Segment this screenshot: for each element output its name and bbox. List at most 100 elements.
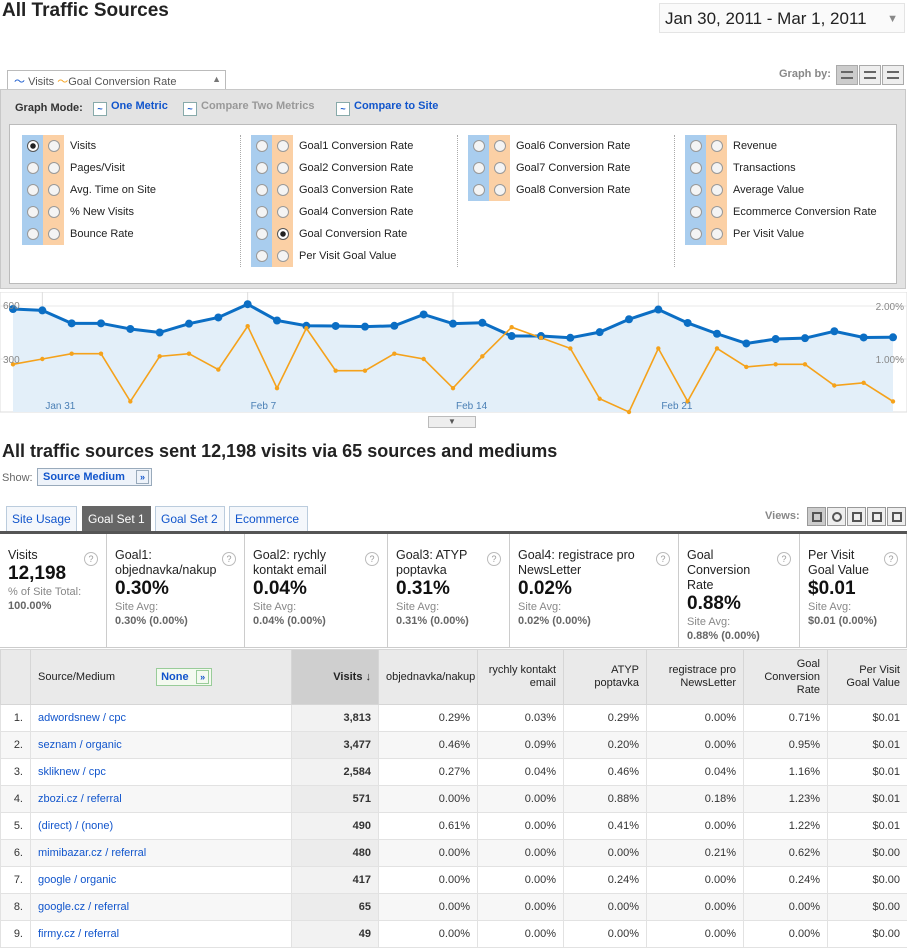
metric2-radio[interactable] bbox=[272, 135, 293, 157]
secondary-dimension-select[interactable]: None» bbox=[156, 668, 213, 686]
metric2-radio[interactable] bbox=[272, 223, 293, 245]
metric-option[interactable]: Goal2 Conversion Rate bbox=[251, 157, 413, 179]
goal-conversion-point[interactable] bbox=[626, 409, 632, 415]
metric1-radio[interactable] bbox=[22, 201, 43, 223]
visits-point[interactable] bbox=[331, 321, 340, 330]
visits-point[interactable] bbox=[683, 318, 692, 327]
metric2-radio[interactable] bbox=[272, 245, 293, 267]
metric-option[interactable]: Goal6 Conversion Rate bbox=[468, 135, 630, 157]
goal-conversion-point[interactable] bbox=[656, 346, 661, 351]
per-visit-goal-value-header[interactable]: Per Visit Goal Value bbox=[827, 649, 907, 705]
metric1-radio[interactable] bbox=[468, 157, 489, 179]
goal4-header[interactable]: registrace pro NewsLetter bbox=[646, 649, 744, 705]
graph-by-day-button[interactable] bbox=[836, 65, 858, 85]
metric-option[interactable]: Ecommerce Conversion Rate bbox=[685, 201, 877, 223]
goal-conversion-point[interactable] bbox=[333, 368, 338, 373]
visits-point[interactable] bbox=[801, 334, 809, 343]
goal-conversion-point[interactable] bbox=[832, 383, 837, 388]
visits-point[interactable] bbox=[390, 321, 399, 330]
source-medium-link[interactable]: skliknew / cpc bbox=[30, 758, 292, 786]
visits-point[interactable] bbox=[185, 319, 193, 328]
goal-conversion-point[interactable] bbox=[157, 354, 162, 359]
metric1-radio[interactable] bbox=[251, 157, 272, 179]
source-medium-link[interactable]: seznam / organic bbox=[30, 731, 292, 759]
visits-point[interactable] bbox=[566, 333, 575, 342]
source-medium-link[interactable]: (direct) / (none) bbox=[30, 812, 292, 840]
goal-conversion-rate-header[interactable]: Goal Conversion Rate bbox=[743, 649, 828, 705]
visits-point[interactable] bbox=[126, 324, 135, 333]
goal-conversion-point[interactable] bbox=[480, 354, 485, 359]
goal-conversion-point[interactable] bbox=[245, 323, 250, 329]
metric1-radio[interactable] bbox=[685, 157, 706, 179]
collapse-chart-button[interactable]: ▼ bbox=[428, 416, 476, 428]
metric-option[interactable]: Per Visit Goal Value bbox=[251, 245, 413, 267]
metric2-radio[interactable] bbox=[489, 157, 510, 179]
view-comparison-button[interactable] bbox=[867, 507, 886, 526]
visits-point[interactable] bbox=[595, 328, 604, 337]
metric1-radio[interactable] bbox=[251, 201, 272, 223]
goal-conversion-point[interactable] bbox=[568, 346, 573, 351]
metric2-radio[interactable] bbox=[43, 223, 64, 245]
tab-ecommerce[interactable]: Ecommerce bbox=[229, 506, 308, 531]
metric-option[interactable]: Goal4 Conversion Rate bbox=[251, 201, 413, 223]
metric2-radio[interactable] bbox=[272, 201, 293, 223]
visits-point[interactable] bbox=[478, 318, 487, 327]
source-medium-link[interactable]: firmy.cz / referral bbox=[30, 920, 292, 948]
metric2-radio[interactable] bbox=[43, 157, 64, 179]
date-range-picker[interactable]: Jan 30, 2011 - Mar 1, 2011 ▼ bbox=[659, 3, 905, 33]
source-medium-link[interactable]: adwordsnew / cpc bbox=[30, 704, 292, 732]
visits-point[interactable] bbox=[859, 333, 868, 342]
one-metric-option[interactable]: ~ One Metric bbox=[93, 100, 168, 116]
metric-option[interactable]: Revenue bbox=[685, 135, 877, 157]
visits-point[interactable] bbox=[67, 319, 76, 328]
view-performance-button[interactable] bbox=[847, 507, 866, 526]
metric1-radio[interactable] bbox=[22, 223, 43, 245]
help-icon[interactable]: ? bbox=[222, 552, 236, 566]
graph-by-month-button[interactable] bbox=[882, 65, 904, 85]
goal-conversion-point[interactable] bbox=[40, 356, 45, 362]
goal-conversion-point[interactable] bbox=[69, 351, 74, 356]
view-table-button[interactable] bbox=[807, 507, 826, 526]
metric1-radio[interactable] bbox=[685, 135, 706, 157]
help-icon[interactable]: ? bbox=[487, 552, 501, 566]
metric-option[interactable]: % New Visits bbox=[22, 201, 156, 223]
visits-point[interactable] bbox=[214, 313, 223, 322]
visits-point[interactable] bbox=[507, 332, 516, 341]
visits-point[interactable] bbox=[625, 315, 633, 324]
metric-option[interactable]: Bounce Rate bbox=[22, 223, 156, 245]
metric-option[interactable]: Per Visit Value bbox=[685, 223, 877, 245]
help-icon[interactable]: ? bbox=[884, 552, 898, 566]
traffic-line-chart[interactable]: 600 300 2.00% 1.00% Jan 31 Feb 7 Feb 14 Feb 21 bbox=[0, 292, 907, 418]
metric2-radio[interactable] bbox=[706, 223, 727, 245]
goal-conversion-point[interactable] bbox=[186, 351, 192, 356]
goal-conversion-point[interactable] bbox=[802, 362, 808, 367]
visits-point[interactable] bbox=[449, 319, 457, 328]
metric1-radio[interactable] bbox=[22, 135, 43, 157]
help-icon[interactable]: ? bbox=[84, 552, 98, 566]
metric-option[interactable]: Goal Conversion Rate bbox=[251, 223, 413, 245]
goal-conversion-point[interactable] bbox=[421, 356, 426, 362]
metric1-radio[interactable] bbox=[22, 179, 43, 201]
visits-point[interactable] bbox=[771, 335, 780, 344]
visits-point[interactable] bbox=[361, 322, 369, 331]
goal-conversion-point[interactable] bbox=[304, 326, 309, 331]
goal-conversion-point[interactable] bbox=[597, 396, 602, 401]
metric2-radio[interactable] bbox=[272, 179, 293, 201]
goal-conversion-point[interactable] bbox=[773, 362, 778, 367]
goal-conversion-point[interactable] bbox=[890, 399, 896, 404]
source-medium-link[interactable]: google / organic bbox=[30, 866, 292, 894]
metric2-radio[interactable] bbox=[43, 179, 64, 201]
metric2-radio[interactable] bbox=[272, 157, 293, 179]
goal-conversion-point[interactable] bbox=[392, 351, 397, 356]
metric-option[interactable]: Avg. Time on Site bbox=[22, 179, 156, 201]
visits-point[interactable] bbox=[155, 328, 164, 337]
metric-option[interactable]: Goal8 Conversion Rate bbox=[468, 179, 630, 201]
graph-metric-tab[interactable]: 〜 Visits 〜Goal Conversion Rate ▲ bbox=[7, 70, 226, 90]
goal-conversion-point[interactable] bbox=[98, 351, 104, 356]
help-icon[interactable]: ? bbox=[777, 552, 791, 566]
goal-conversion-point[interactable] bbox=[10, 362, 16, 367]
metric2-radio[interactable] bbox=[706, 179, 727, 201]
metric-option[interactable]: Goal7 Conversion Rate bbox=[468, 157, 630, 179]
visits-point[interactable] bbox=[742, 339, 751, 348]
visits-point[interactable] bbox=[419, 310, 428, 319]
